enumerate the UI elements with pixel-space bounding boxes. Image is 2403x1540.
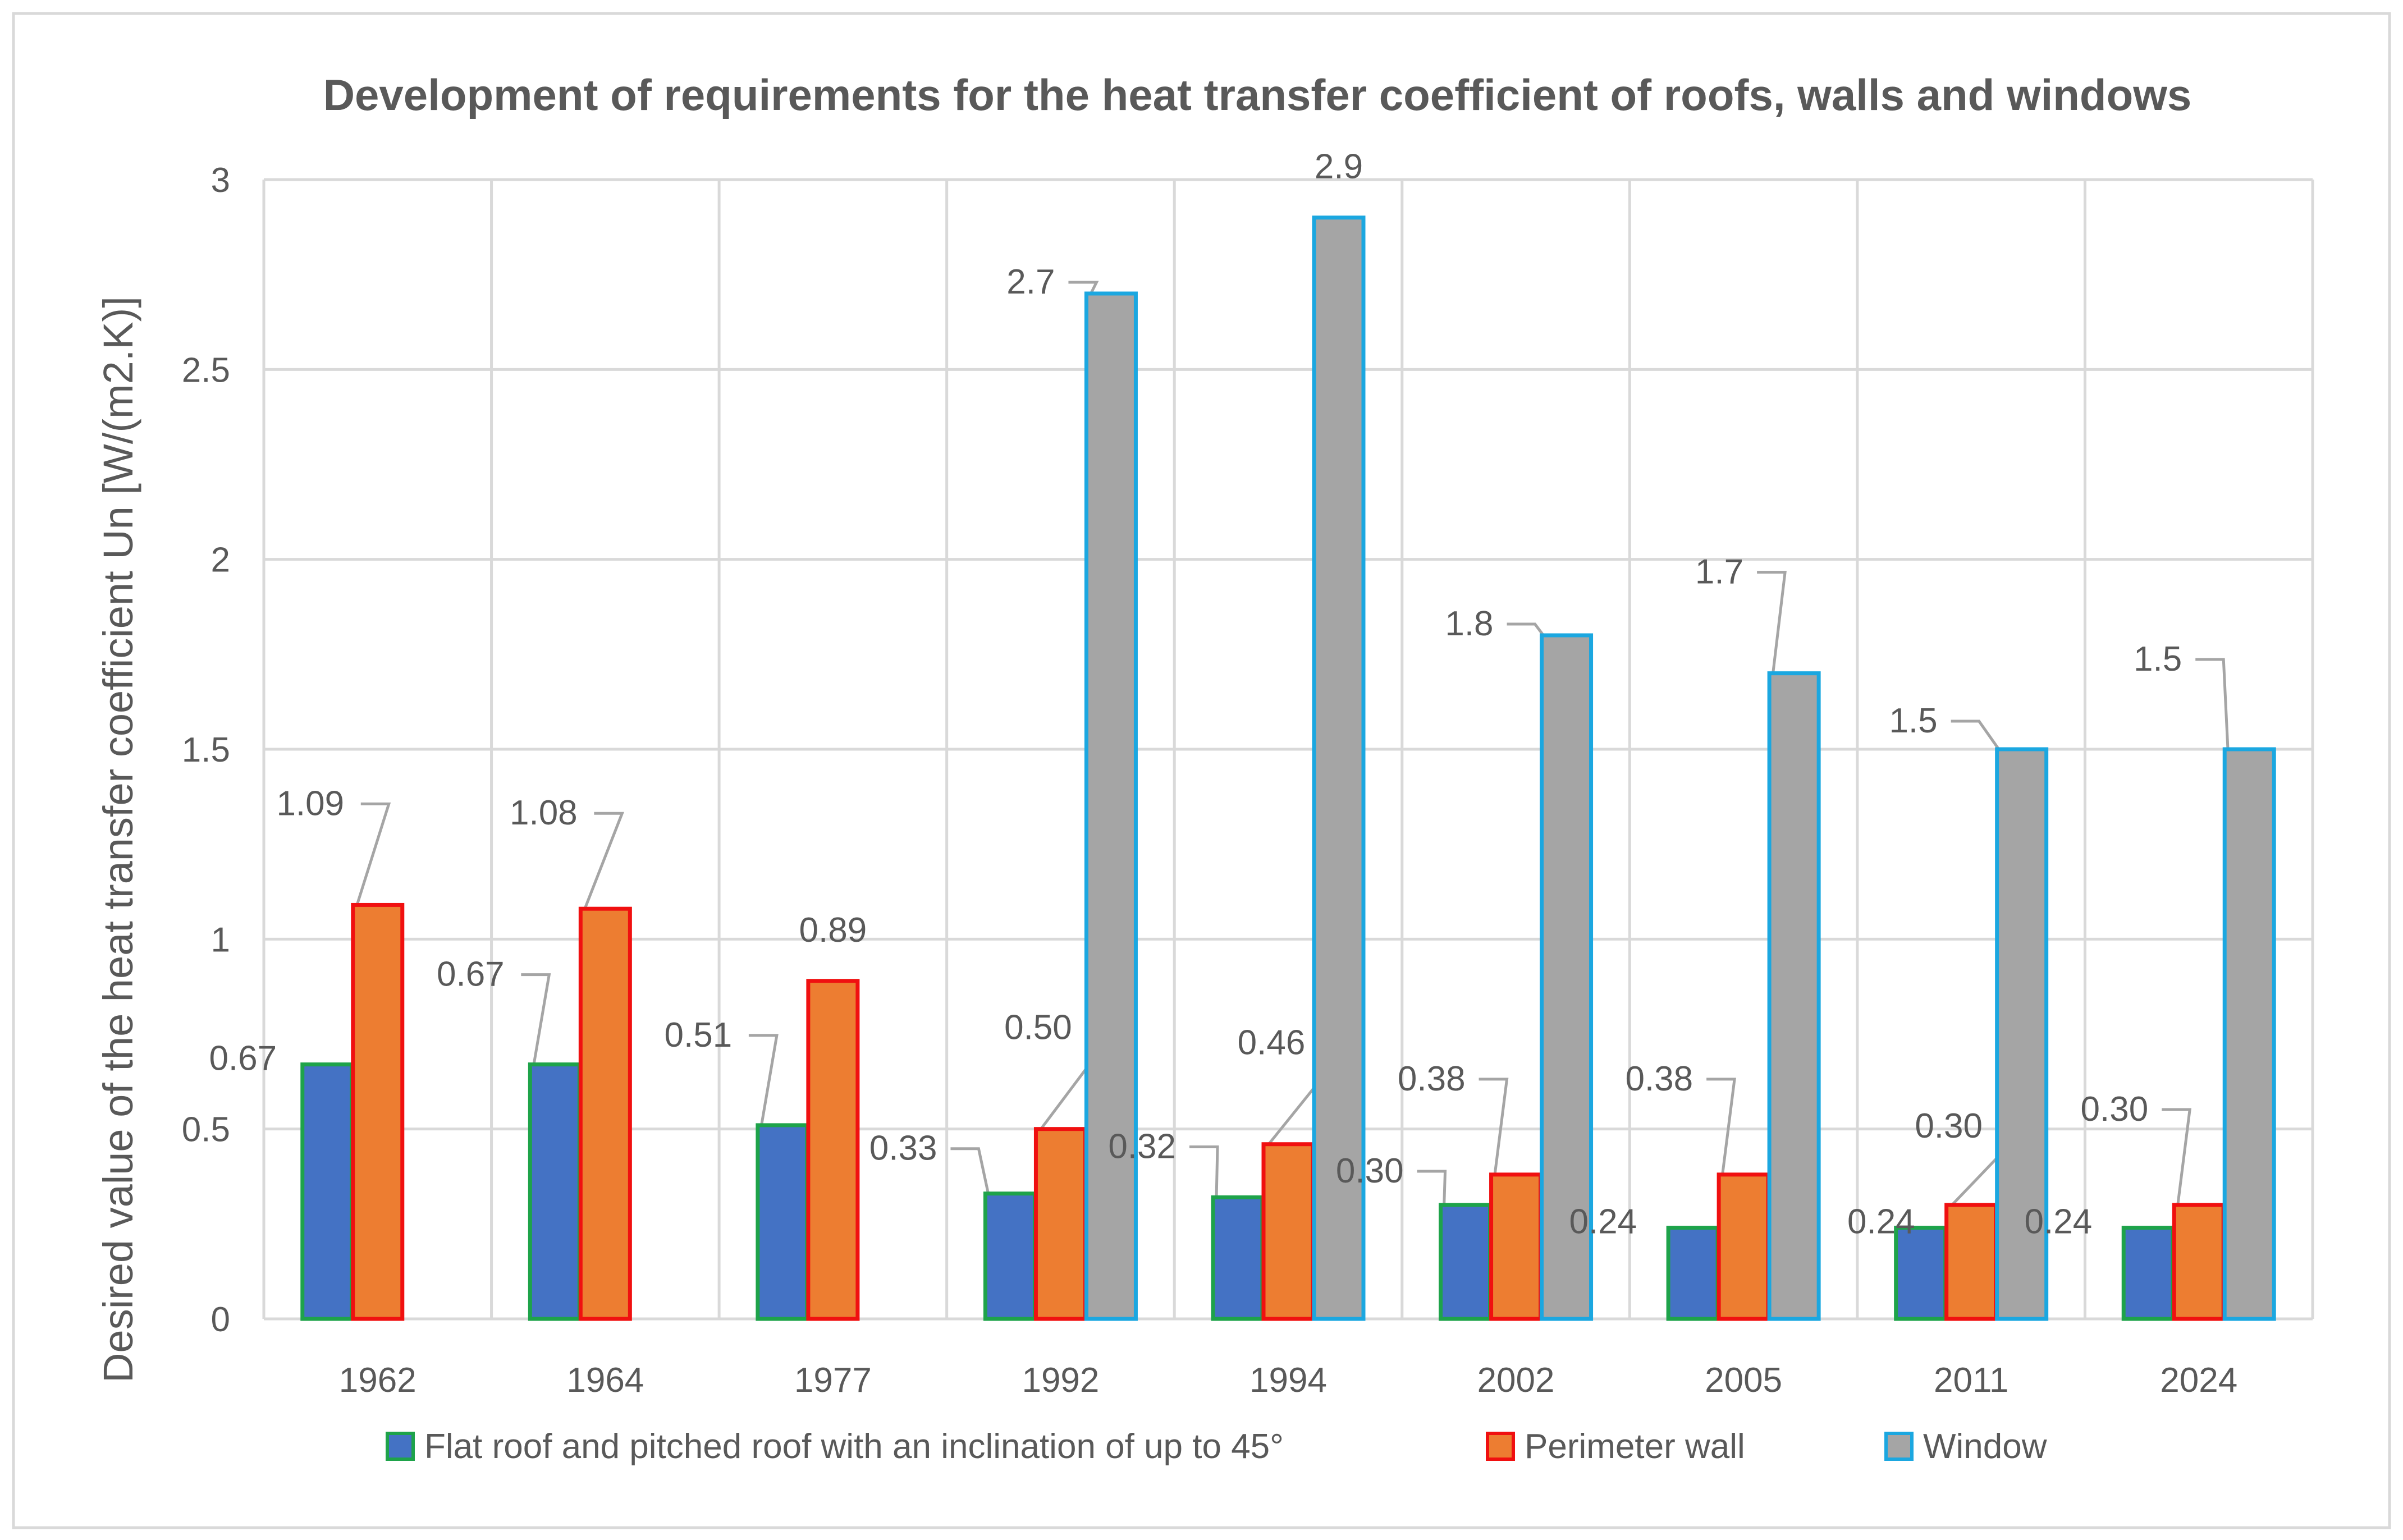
bars-layer (300, 216, 2276, 1321)
leader-line (355, 802, 391, 908)
y-ticks-layer: 0 0.5 1 1.5 2 2.5 3 (182, 161, 230, 1339)
data-label: 1.7 (1695, 553, 1743, 592)
legend-swatch (1884, 1432, 1914, 1461)
y-tick-label: 0.5 (182, 1111, 230, 1149)
bar-wall-2011 (1944, 1203, 1998, 1321)
data-label: 1.5 (1889, 702, 1937, 740)
data-label: 0.24 (2025, 1203, 2093, 1241)
y-tick-label: 2 (211, 541, 230, 580)
data-label: 0.38 (1398, 1060, 1466, 1098)
data-label: 1.5 (2134, 640, 2182, 679)
leader-line (950, 1147, 990, 1197)
bar-roof-2024 (2121, 1226, 2175, 1321)
data-label: 0.24 (1569, 1203, 1637, 1241)
chart-title: Development of requirements for the heat… (323, 70, 2192, 120)
data-label: 1.8 (1445, 604, 1493, 643)
bar-roof-1994 (1211, 1195, 1265, 1321)
y-tick-label: 1.5 (182, 731, 230, 769)
bar-wall-1992 (1033, 1127, 1087, 1321)
legend-label: Window (1923, 1427, 2047, 1466)
data-label: 2.7 (1006, 263, 1055, 301)
legend-swatch (386, 1432, 415, 1461)
y-axis-label: Desired value of the heat transfer coeff… (95, 296, 141, 1383)
leader-line (1507, 622, 1546, 639)
x-tick-label: 2011 (1934, 1361, 2008, 1400)
data-label: 0.50 (1004, 1009, 1072, 1047)
data-label: 0.67 (209, 1039, 277, 1078)
bar-window-2005 (1767, 671, 1821, 1321)
bar-wall-1977 (806, 979, 860, 1321)
x-tick-label: 1964 (566, 1361, 644, 1400)
legend-label: Perimeter wall (1525, 1427, 1745, 1466)
x-tick-label: 2005 (1705, 1361, 1782, 1400)
x-tick-label: 1992 (1022, 1361, 1099, 1400)
data-label: 0.32 (1108, 1127, 1176, 1166)
bar-window-1992 (1084, 291, 1138, 1321)
y-tick-label: 2.5 (182, 351, 230, 389)
leader-line (1757, 571, 1787, 676)
bar-roof-2005 (1666, 1226, 1720, 1321)
data-label: 0.46 (1238, 1024, 1306, 1062)
data-label: 0.33 (869, 1129, 937, 1168)
leader-line (1479, 1078, 1509, 1177)
data-label: 0.30 (1915, 1107, 1983, 1145)
x-tick-label: 2024 (2160, 1361, 2237, 1400)
x-ticks-layer: 1962 1964 1977 1992 1994 2002 2005 2011 2024 (339, 1361, 2237, 1400)
x-tick-label: 1962 (339, 1361, 416, 1400)
bar-wall-2002 (1489, 1172, 1543, 1321)
bar-window-2011 (1995, 747, 2049, 1321)
legend-swatch (1486, 1432, 1515, 1461)
data-label: 2.9 (1315, 148, 1363, 186)
leader-line (1189, 1145, 1219, 1200)
legend: Flat roof and pitched roof with an incli… (386, 1427, 2047, 1466)
x-tick-label: 2002 (1477, 1361, 1555, 1400)
bar-wall-1962 (351, 902, 405, 1321)
leader-line (583, 812, 624, 912)
leader-line (2195, 658, 2230, 752)
bar-wall-2024 (2172, 1203, 2226, 1321)
data-label: 0.51 (665, 1016, 733, 1055)
bar-roof-1992 (983, 1191, 1037, 1321)
data-label: 0.24 (1847, 1203, 1915, 1241)
leader-line (1417, 1170, 1447, 1208)
x-tick-label: 1977 (794, 1361, 872, 1400)
data-label: 0.67 (437, 955, 505, 994)
leader-line (748, 1034, 779, 1128)
data-labels: 0.67 0.67 0.51 0.33 0.32 0.30 0.24 0.24 0.24 1.09… (209, 148, 2182, 1241)
bar-roof-2002 (1439, 1203, 1493, 1321)
leader-line (521, 973, 551, 1067)
y-tick-label: 0 (211, 1300, 230, 1339)
leader-line (1068, 281, 1099, 297)
y-tick-label: 3 (211, 161, 230, 200)
leader-line (2162, 1108, 2192, 1208)
data-label: 1.08 (510, 794, 578, 832)
bar-window-2024 (2222, 747, 2276, 1321)
data-label: 0.30 (1336, 1152, 1404, 1190)
y-tick-label: 1 (211, 920, 230, 959)
bar-roof-1977 (756, 1123, 809, 1321)
leader-line (1706, 1078, 1736, 1177)
legend-label: Flat roof and pitched roof with an incli… (424, 1427, 1284, 1466)
bar-wall-2005 (1717, 1172, 1770, 1321)
bar-roof-2011 (1894, 1226, 1948, 1321)
x-tick-label: 1994 (1249, 1361, 1327, 1400)
data-label: 0.30 (2081, 1090, 2149, 1129)
bar-wall-1964 (578, 906, 632, 1321)
bar-wall-1994 (1261, 1142, 1315, 1321)
bar-window-2002 (1540, 633, 1594, 1321)
leader-line (1951, 719, 2002, 753)
bar-window-1994 (1312, 216, 1366, 1321)
bar-roof-1962 (300, 1062, 354, 1321)
data-label: 1.09 (276, 784, 344, 823)
data-label: 0.89 (799, 911, 867, 950)
data-label: 0.38 (1625, 1060, 1693, 1098)
bar-roof-1964 (528, 1062, 582, 1321)
